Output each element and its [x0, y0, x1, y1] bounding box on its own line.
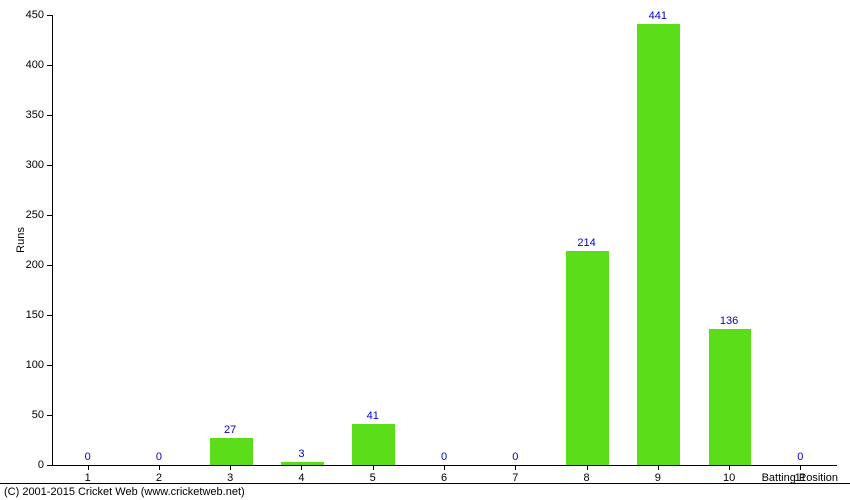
bar-value-label: 27: [224, 424, 236, 436]
plot-area: [52, 15, 837, 466]
bar-value-label: 0: [85, 451, 91, 463]
x-tick-mark: [729, 465, 730, 470]
x-tick-label: 6: [441, 472, 447, 484]
x-tick-label: 8: [583, 472, 589, 484]
x-tick-mark: [230, 465, 231, 470]
bar-value-label: 0: [156, 451, 162, 463]
y-tick-label: 250: [26, 209, 44, 221]
y-tick-label: 300: [26, 159, 44, 171]
bar-value-label: 3: [298, 448, 304, 460]
x-tick-label: 11: [795, 472, 806, 484]
x-tick-mark: [88, 465, 89, 470]
bar: [352, 424, 395, 465]
copyright-text: (C) 2001-2015 Cricket Web (www.cricketwe…: [4, 486, 245, 498]
bar: [566, 251, 609, 465]
bar-value-label: 441: [649, 10, 667, 22]
y-axis-label: Runs: [15, 227, 27, 253]
x-tick-mark: [444, 465, 445, 470]
x-tick-mark: [587, 465, 588, 470]
x-tick-label: 2: [156, 472, 162, 484]
x-tick-mark: [658, 465, 659, 470]
x-tick-label: 7: [512, 472, 518, 484]
y-tick-label: 450: [26, 9, 44, 21]
bar: [709, 329, 752, 465]
y-tick-label: 350: [26, 109, 44, 121]
y-tick-label: 400: [26, 59, 44, 71]
bar: [637, 24, 680, 465]
y-tick-mark: [47, 15, 52, 16]
bar-value-label: 214: [577, 237, 595, 249]
y-tick-mark: [47, 365, 52, 366]
y-tick-label: 50: [32, 409, 44, 421]
y-tick-mark: [47, 215, 52, 216]
bar-value-label: 0: [797, 451, 803, 463]
y-tick-mark: [47, 415, 52, 416]
bar-value-label: 0: [441, 451, 447, 463]
y-tick-label: 150: [26, 309, 44, 321]
x-tick-label: 5: [370, 472, 376, 484]
y-tick-mark: [47, 315, 52, 316]
bar-value-label: 136: [720, 315, 738, 327]
x-tick-label: 1: [85, 472, 91, 484]
y-tick-mark: [47, 265, 52, 266]
x-tick-label: 10: [723, 472, 735, 484]
y-tick-label: 0: [38, 459, 44, 471]
chart-container: Runs Batting Position (C) 2001-2015 Cric…: [0, 0, 850, 500]
y-tick-mark: [47, 465, 52, 466]
bar-value-label: 41: [367, 410, 379, 422]
y-tick-mark: [47, 165, 52, 166]
x-tick-mark: [373, 465, 374, 470]
y-tick-label: 100: [26, 359, 44, 371]
x-tick-label: 3: [227, 472, 233, 484]
y-tick-mark: [47, 115, 52, 116]
bar-value-label: 0: [512, 451, 518, 463]
bar: [210, 438, 253, 465]
x-tick-label: 9: [655, 472, 661, 484]
x-tick-mark: [159, 465, 160, 470]
x-tick-mark: [515, 465, 516, 470]
x-tick-label: 4: [298, 472, 304, 484]
x-tick-mark: [800, 465, 801, 470]
y-tick-mark: [47, 65, 52, 66]
y-tick-label: 200: [26, 259, 44, 271]
x-tick-mark: [301, 465, 302, 470]
